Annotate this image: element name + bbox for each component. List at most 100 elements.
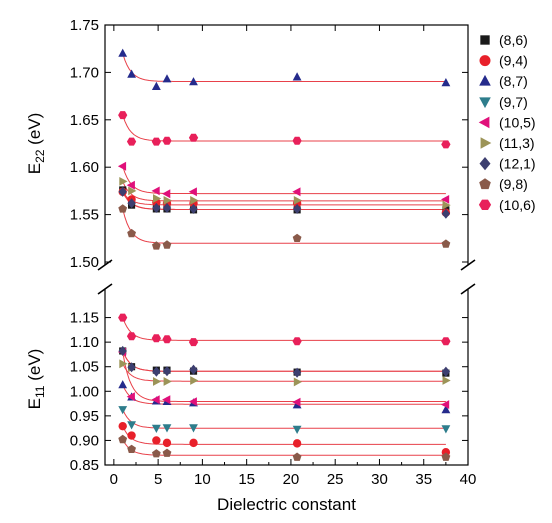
data-point-e11 <box>441 405 451 414</box>
legend-marker <box>478 116 490 129</box>
data-point-e11 <box>162 395 171 405</box>
legend-label: (9,7) <box>499 94 528 110</box>
x-tick-label: 0 <box>110 471 118 488</box>
legend-label: (8,7) <box>499 73 528 89</box>
data-point-e22 <box>162 189 171 199</box>
data-point-e22 <box>162 136 172 145</box>
legend: (8,6) (9,4) (8,7) (9,7) (10,5) (11,3) (12,1) (9… <box>478 32 536 213</box>
fit-line-e22 <box>122 191 446 210</box>
data-point-e11 <box>292 439 302 448</box>
data-point-e11 <box>292 425 302 434</box>
data-point-e11 <box>127 444 136 453</box>
legend-label: (8,6) <box>499 32 528 48</box>
x-tick-label: 35 <box>415 471 432 488</box>
data-point-e11 <box>162 366 172 377</box>
data-point-e22 <box>441 239 451 248</box>
data-point-e22 <box>153 194 162 203</box>
legend-marker <box>479 74 491 86</box>
fit-line-e11 <box>122 384 446 405</box>
data-point-e11 <box>118 380 128 389</box>
data-point-e22 <box>151 81 161 90</box>
data-point-e11 <box>118 345 127 356</box>
axis-break-gap-left <box>99 265 111 289</box>
data-point-e11 <box>127 431 136 440</box>
y-tick-label: 1.60 <box>70 159 99 176</box>
data-point-e11 <box>441 337 451 346</box>
data-point-e22 <box>118 186 127 197</box>
fit-line-e11 <box>122 439 446 456</box>
legend-label: (10,5) <box>499 114 536 130</box>
axis-break-mark <box>460 283 476 295</box>
data-point-e22 <box>151 186 160 196</box>
y-tick-label: 0.90 <box>70 432 99 449</box>
legend-marker <box>480 137 492 149</box>
data-points <box>117 48 451 461</box>
data-point-e22 <box>152 241 161 250</box>
data-point-e22 <box>189 77 198 86</box>
x-tick-label: 15 <box>238 471 255 488</box>
data-point-e22 <box>126 137 137 146</box>
data-point-e22 <box>126 180 135 190</box>
fit-line-e11 <box>122 351 446 402</box>
fit-line-e22 <box>122 114 446 142</box>
data-point-e22 <box>292 187 301 197</box>
y-tick-label: 0.95 <box>70 408 99 425</box>
data-point-e22 <box>188 187 197 197</box>
axes: 0 5 10 15 20 25 30 35 40 1.50 1.55 1.60 1.65 1.70 1.75… <box>25 17 476 514</box>
data-point-e22 <box>127 228 136 238</box>
fit-line-e22 <box>122 181 446 202</box>
legend-label: (10,6) <box>499 197 536 213</box>
data-point-e22 <box>118 204 128 213</box>
data-point-e22 <box>442 200 451 210</box>
data-point-e11 <box>163 377 172 386</box>
y-tick-label: 1.65 <box>70 112 99 129</box>
fit-line-e22 <box>122 53 446 82</box>
data-point-e22 <box>441 140 451 149</box>
y-tick-label: 1.05 <box>70 359 99 376</box>
data-point-e11 <box>188 338 199 347</box>
data-point-e11 <box>127 421 136 430</box>
fit-line-e11 <box>122 409 446 429</box>
data-point-e22 <box>152 202 161 213</box>
data-point-e22 <box>151 137 161 146</box>
fit-line-e11 <box>122 350 446 372</box>
data-point-e11 <box>189 438 198 448</box>
data-point-e11 <box>162 335 172 344</box>
data-point-e22 <box>119 177 128 186</box>
data-point-e11 <box>189 424 198 433</box>
data-point-e22 <box>441 195 450 204</box>
data-point-e11 <box>151 395 160 405</box>
data-point-e11 <box>152 436 161 445</box>
y-tick-label: 1.70 <box>70 64 99 81</box>
data-point-e11 <box>292 367 302 378</box>
fit-lines <box>122 53 446 456</box>
data-point-e11 <box>118 434 128 444</box>
legend-label: (9,4) <box>499 53 528 69</box>
data-point-e11 <box>162 438 172 448</box>
data-point-e11 <box>292 397 301 407</box>
data-point-e11 <box>151 424 161 433</box>
data-point-e11 <box>119 359 128 369</box>
legend-label: (11,3) <box>499 135 535 151</box>
x-axis-label: Dielectric constant <box>217 495 356 514</box>
data-point-e11 <box>153 377 162 386</box>
y-tick-label: 1.10 <box>70 334 99 351</box>
x-tick-label: 5 <box>154 471 162 488</box>
data-point-e11 <box>126 392 135 402</box>
data-point-e11 <box>292 337 302 346</box>
legend-label: (12,1) <box>499 156 536 172</box>
data-point-e22 <box>127 198 136 209</box>
fit-line-e11 <box>122 425 446 445</box>
data-point-e22 <box>118 111 128 120</box>
data-point-e22 <box>118 48 128 57</box>
data-point-e22 <box>127 69 136 78</box>
data-point-e11 <box>152 449 161 458</box>
axis-break-mark <box>460 259 476 271</box>
data-point-e11 <box>127 362 136 373</box>
data-point-e22 <box>292 72 302 81</box>
y-tick-label: 1.75 <box>70 17 99 34</box>
legend-marker <box>479 97 491 109</box>
legend-marker <box>478 199 492 210</box>
data-point-e22 <box>128 186 137 196</box>
legend-label: (9,8) <box>499 176 528 192</box>
